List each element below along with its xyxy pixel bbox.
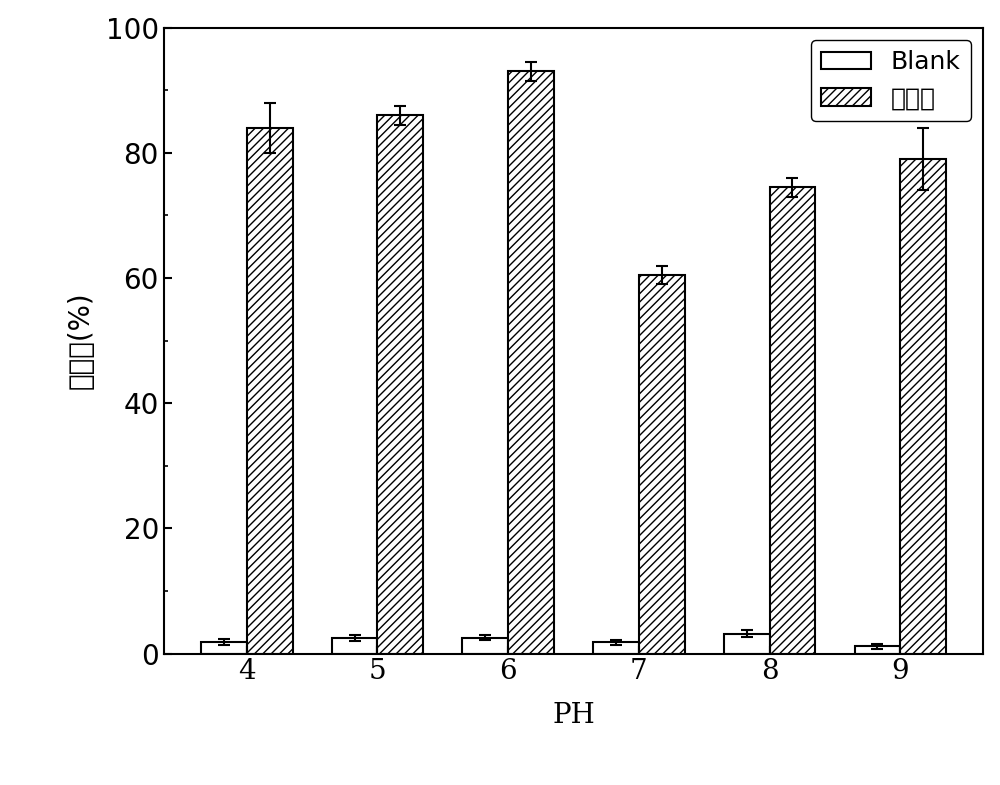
Bar — [201, 642, 247, 654]
Bar — [639, 275, 685, 654]
Bar — [377, 115, 423, 654]
Legend: Blank, 去除率: Blank, 去除率 — [811, 40, 971, 121]
Y-axis label: 去除率(%): 去除率(%) — [67, 292, 95, 389]
Bar — [508, 71, 554, 654]
Bar — [593, 642, 639, 654]
Bar — [724, 633, 770, 654]
Bar — [900, 159, 946, 654]
Bar — [247, 128, 293, 654]
X-axis label: PH: PH — [552, 702, 595, 729]
Bar — [770, 188, 815, 654]
Bar — [332, 638, 377, 654]
Bar — [855, 646, 900, 654]
Bar — [462, 638, 508, 654]
